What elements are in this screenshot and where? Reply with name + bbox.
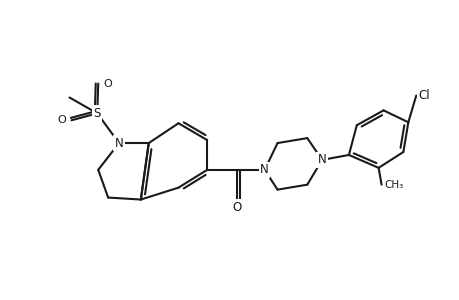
- Text: N: N: [317, 153, 326, 167]
- Text: O: O: [58, 115, 67, 125]
- Text: S: S: [93, 107, 101, 120]
- Text: N: N: [260, 163, 269, 176]
- Text: O: O: [232, 200, 241, 214]
- Text: CH₃: CH₃: [384, 180, 403, 190]
- Text: N: N: [114, 136, 123, 150]
- Text: O: O: [103, 79, 112, 88]
- Text: Cl: Cl: [417, 89, 429, 102]
